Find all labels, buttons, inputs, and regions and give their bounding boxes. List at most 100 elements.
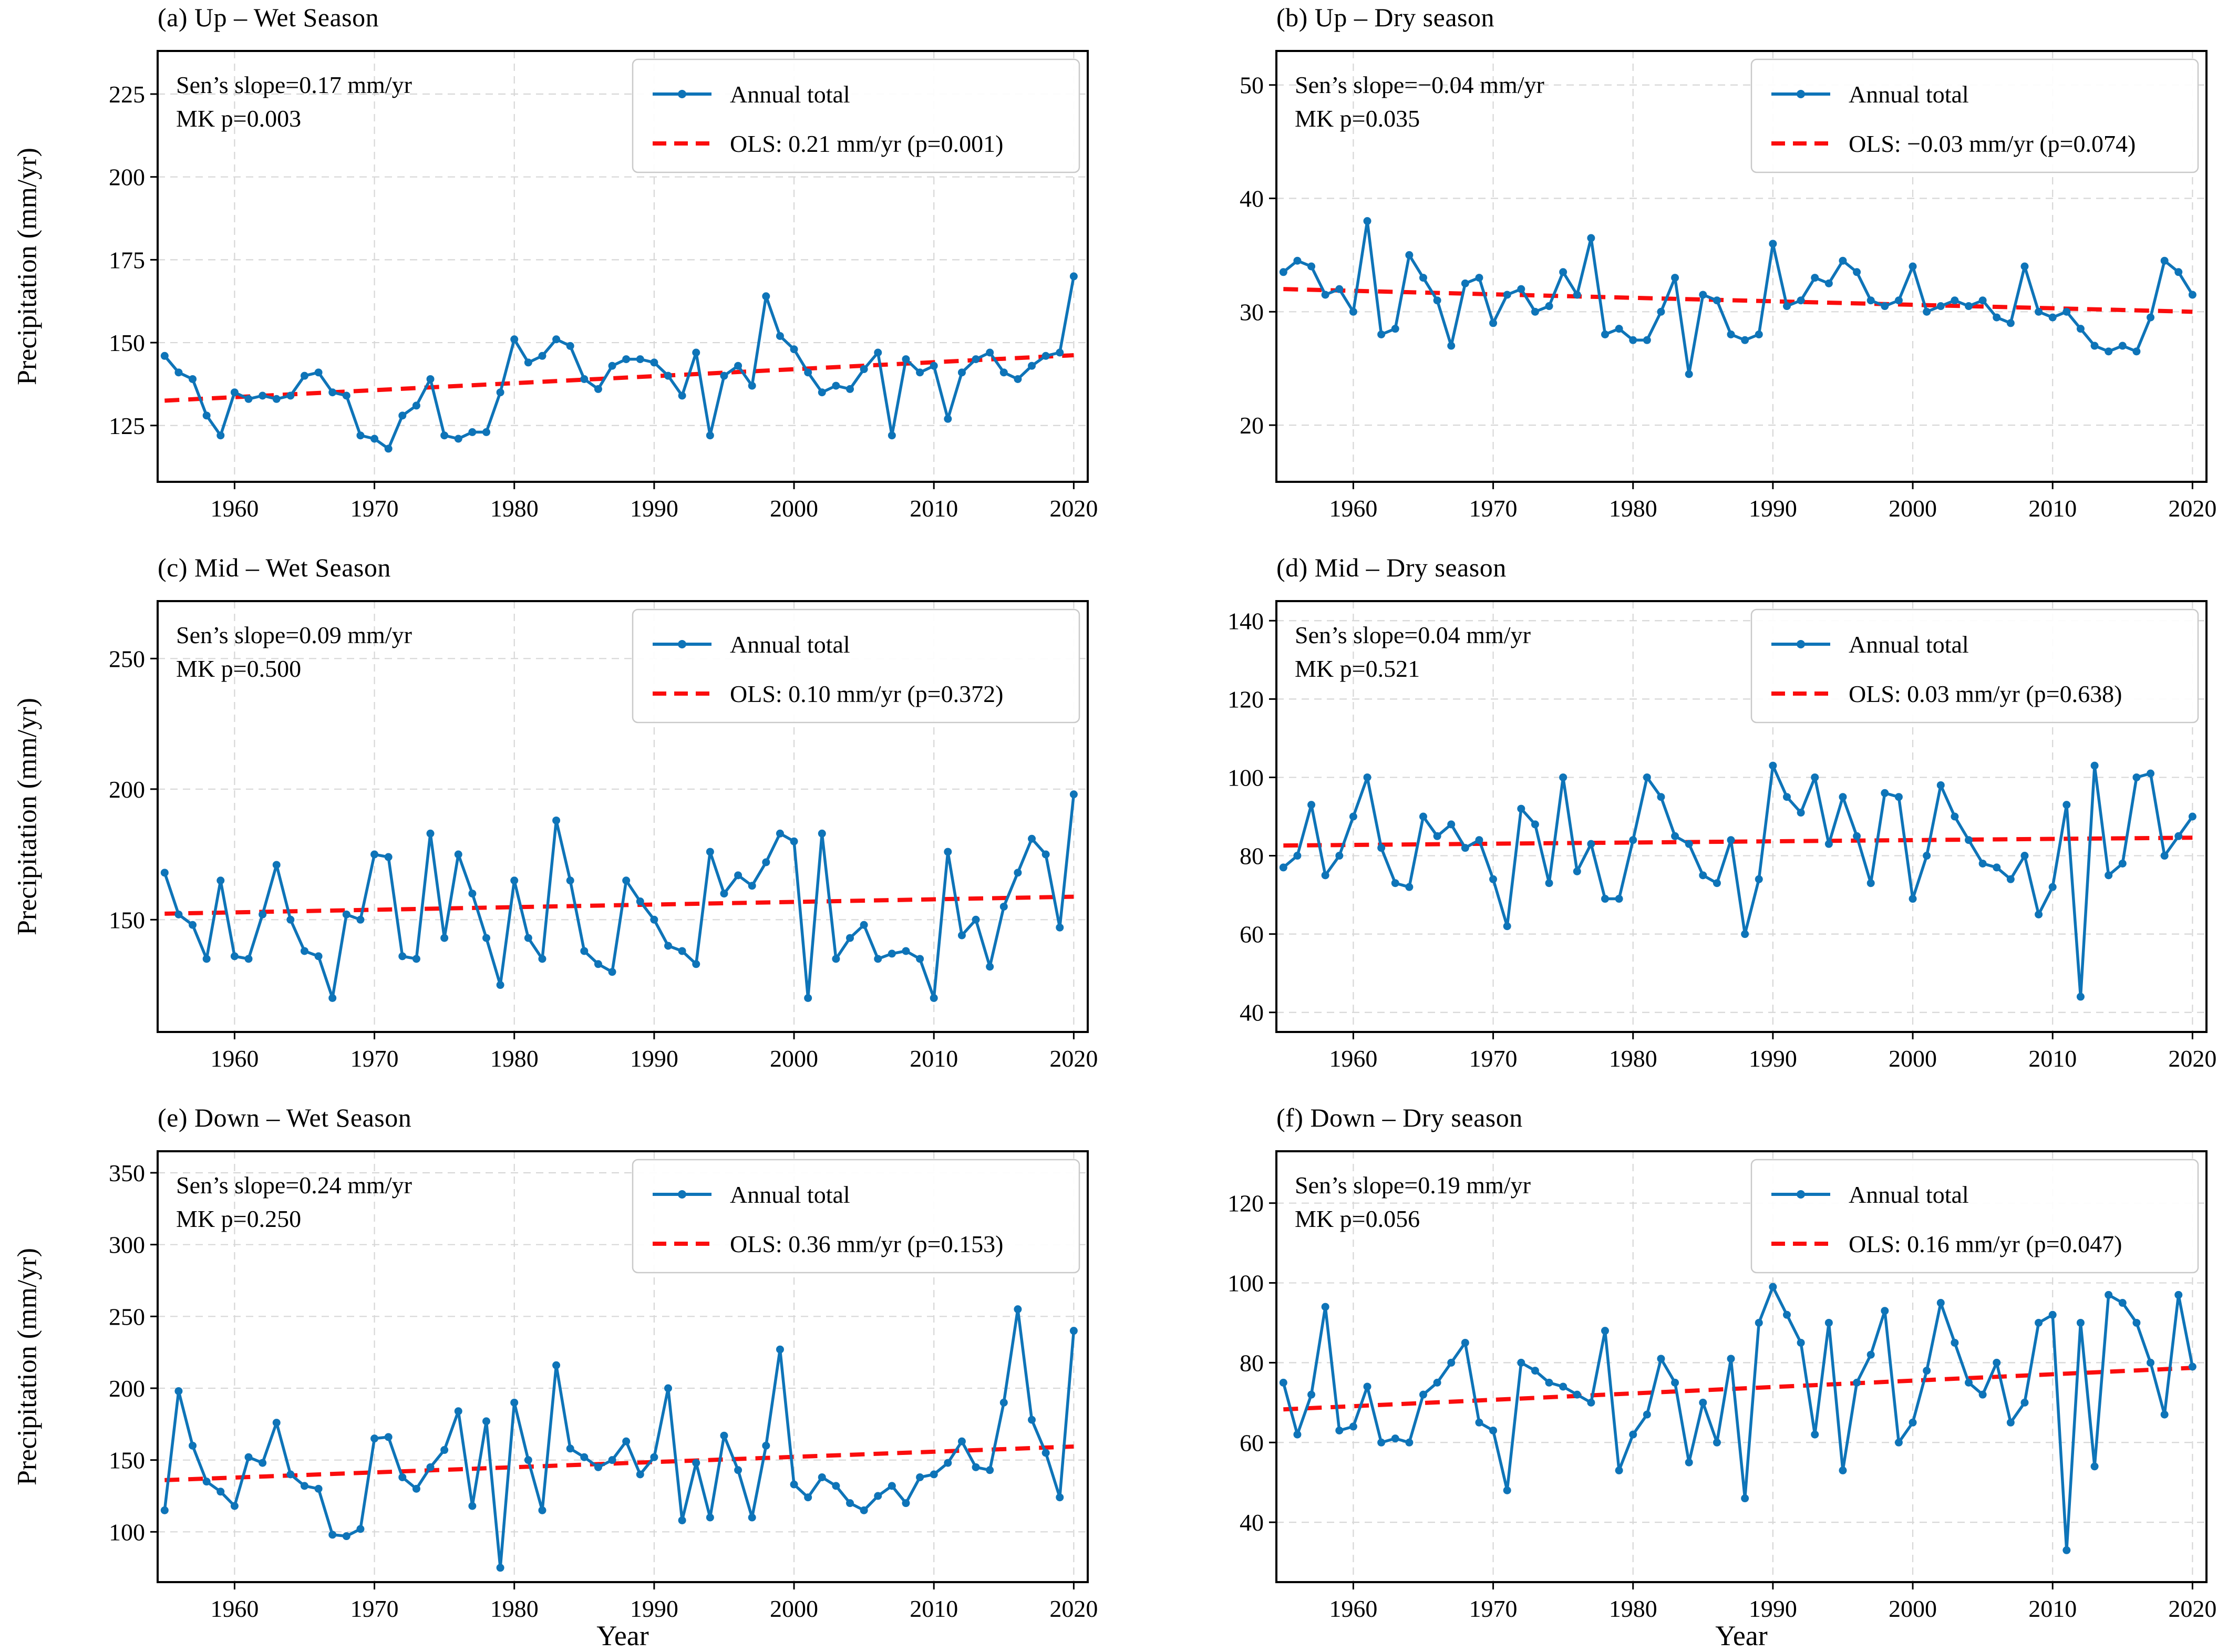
legend-annual-total-label: Annual total xyxy=(730,631,850,658)
data-point-marker xyxy=(510,1398,519,1407)
data-point-marker xyxy=(1545,302,1553,311)
data-point-marker xyxy=(580,1453,589,1461)
data-point-marker xyxy=(1363,217,1371,225)
data-point-marker xyxy=(566,342,574,350)
x-tick-label: 2000 xyxy=(770,495,818,522)
data-point-marker xyxy=(1279,863,1287,872)
panel-d: 1960 1970 1980 1990 2000 2010 2020 40 60 80 100 120… xyxy=(1119,550,2238,1100)
data-point-marker xyxy=(664,371,673,380)
data-point-marker xyxy=(1391,879,1399,887)
data-point-marker xyxy=(1503,1486,1511,1494)
data-point-marker xyxy=(860,365,868,374)
legend-annual-total-label: Annual total xyxy=(730,81,850,108)
data-point-marker xyxy=(2048,1310,2057,1319)
legend-box xyxy=(632,58,1080,173)
x-tick-label: 2000 xyxy=(1889,1595,1937,1622)
data-point-marker xyxy=(468,1502,477,1510)
data-point-marker xyxy=(1643,1410,1651,1419)
data-point-marker xyxy=(1866,879,1875,887)
data-point-marker xyxy=(1475,836,1483,844)
data-point-marker xyxy=(356,915,365,924)
series-line xyxy=(1282,1285,2194,1552)
plot-frame xyxy=(157,50,1089,483)
data-point-marker xyxy=(874,1492,882,1500)
data-point-marker xyxy=(860,921,868,929)
data-point-marker xyxy=(1839,256,1847,265)
data-point-marker xyxy=(230,1502,239,1510)
data-point-marker xyxy=(1293,852,1302,860)
data-point-marker xyxy=(1041,352,1050,360)
data-point-marker xyxy=(2174,268,2183,276)
data-point-marker xyxy=(986,963,994,971)
panel-a-title: (a) Up – Wet Season xyxy=(158,3,379,32)
y-tick-label: 80 xyxy=(1240,1349,1264,1376)
data-point-marker xyxy=(916,955,924,963)
data-point-marker xyxy=(1629,336,1637,344)
x-tick-label: 2000 xyxy=(770,1595,818,1622)
data-point-marker xyxy=(1056,1493,1064,1502)
series-line xyxy=(163,794,1076,1000)
x-tick-label: 2020 xyxy=(2168,1045,2216,1072)
y-tick-label: 40 xyxy=(1240,999,1264,1026)
data-point-marker xyxy=(1573,1390,1581,1399)
data-point-marker xyxy=(1965,302,1973,311)
data-point-marker xyxy=(412,401,420,410)
data-point-marker xyxy=(1783,302,1791,311)
data-point-marker xyxy=(1741,930,1749,938)
data-point-marker xyxy=(1489,875,1498,883)
y-tick-label: 150 xyxy=(109,329,145,356)
x-tick-label: 2010 xyxy=(2028,1045,2077,1072)
panel-d-chart: 1960 1970 1980 1990 2000 2010 2020 40 60 80 100 120… xyxy=(1228,600,2216,1072)
x-tick-label: 1970 xyxy=(350,495,399,522)
data-point-marker xyxy=(1811,274,1819,282)
data-point-marker xyxy=(482,1417,490,1426)
data-point-marker xyxy=(1951,812,1959,821)
data-point-marker xyxy=(1811,773,1819,781)
data-point-marker xyxy=(2188,291,2196,299)
data-point-marker xyxy=(524,1456,532,1464)
data-point-marker xyxy=(1923,852,1931,860)
data-point-marker xyxy=(356,1525,365,1533)
data-point-marker xyxy=(846,385,854,393)
data-point-marker xyxy=(1643,773,1651,781)
data-point-marker xyxy=(552,1361,561,1369)
x-tick-label: 2010 xyxy=(910,495,958,522)
data-point-marker xyxy=(384,445,393,453)
data-point-marker xyxy=(189,921,197,929)
panel-a: 1960 1970 1980 1990 2000 2010 2020 125 150 175 200… xyxy=(0,0,1119,550)
data-point-marker xyxy=(1657,307,1665,316)
data-point-marker xyxy=(328,388,337,397)
data-point-marker xyxy=(1978,1390,1987,1399)
data-point-marker xyxy=(174,910,183,918)
data-point-marker xyxy=(2105,1290,2113,1299)
y-tick-label: 225 xyxy=(109,81,145,108)
data-point-marker xyxy=(244,395,253,403)
legend-box xyxy=(632,608,1080,724)
data-point-marker xyxy=(1391,325,1399,333)
data-point-marker xyxy=(902,355,910,364)
data-point-marker xyxy=(1559,268,1567,276)
data-point-marker xyxy=(818,388,826,397)
data-point-marker xyxy=(1335,285,1344,293)
data-point-marker xyxy=(1685,370,1693,378)
data-point-marker xyxy=(1517,804,1525,813)
data-point-marker xyxy=(888,1482,896,1490)
data-point-marker xyxy=(1769,1283,1777,1291)
data-point-marker xyxy=(957,1437,966,1446)
x-tick-label: 1980 xyxy=(490,1045,539,1072)
plot-frame xyxy=(157,600,1089,1033)
x-tick-label: 2020 xyxy=(1049,1045,1098,1072)
mk-p-annotation: MK p=0.521 xyxy=(1295,655,1420,682)
data-point-marker xyxy=(580,375,589,383)
data-point-marker xyxy=(594,960,602,968)
data-point-marker xyxy=(2090,761,2099,770)
data-point-marker xyxy=(1755,1318,1763,1327)
data-point-marker xyxy=(314,368,323,377)
sens-slope-annotation: Sen’s slope=0.09 mm/yr xyxy=(176,622,412,648)
data-point-marker xyxy=(692,960,700,968)
x-tick-label: 1960 xyxy=(1329,495,1377,522)
mk-p-annotation: MK p=0.250 xyxy=(176,1205,301,1232)
data-point-marker xyxy=(1335,1426,1344,1434)
data-point-marker xyxy=(2006,319,2015,327)
data-point-marker xyxy=(300,947,308,955)
